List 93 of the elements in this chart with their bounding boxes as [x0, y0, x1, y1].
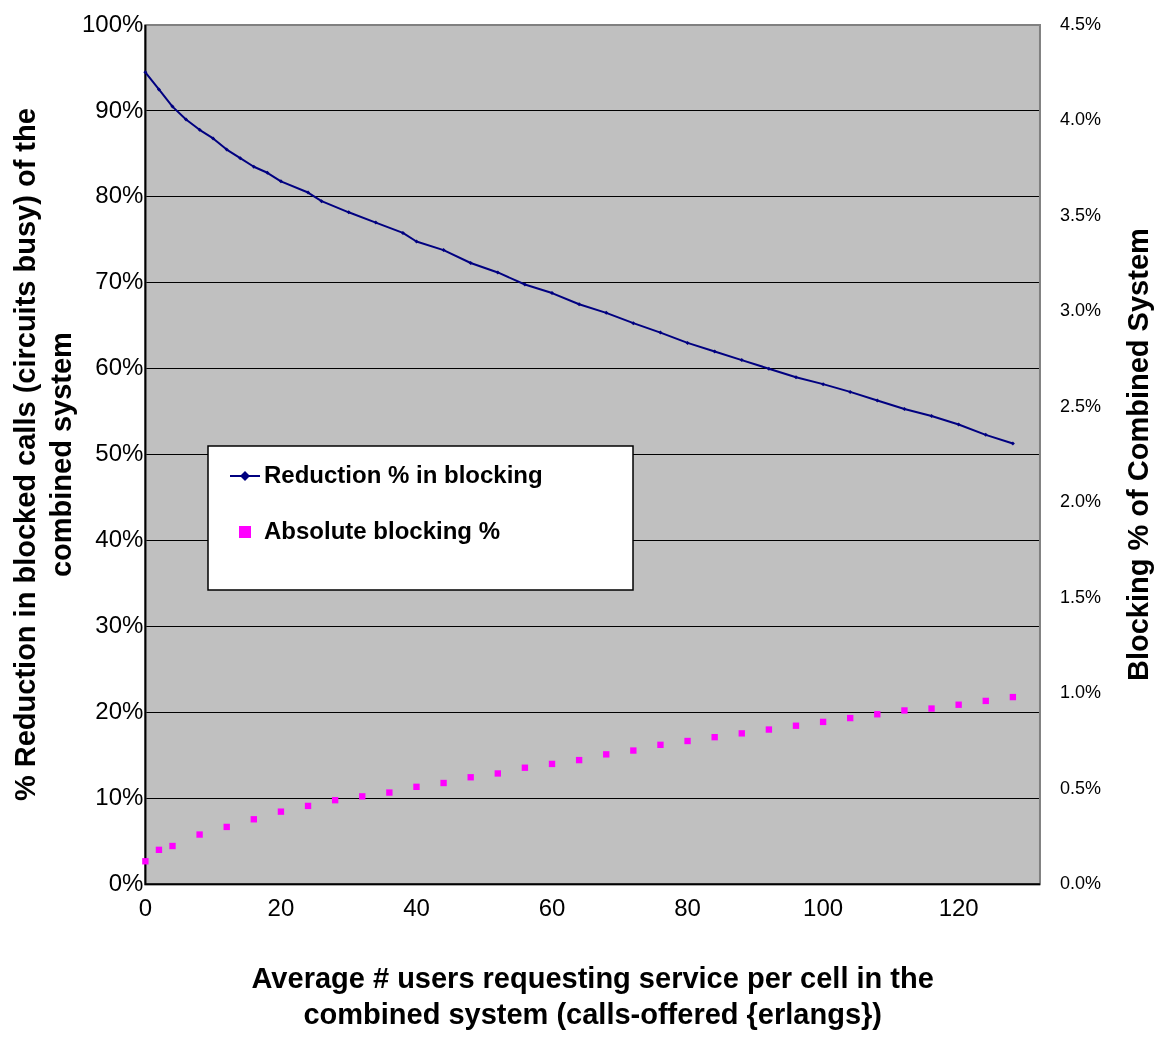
point: [603, 751, 610, 758]
point: [359, 793, 366, 800]
point: [929, 413, 934, 418]
y-tick-label: 40%: [95, 525, 144, 553]
point: [550, 291, 555, 296]
point: [413, 783, 420, 791]
point: [224, 147, 229, 152]
x-tick-label: 40: [403, 894, 430, 922]
point: [238, 156, 243, 161]
point: [414, 239, 419, 244]
point: [604, 310, 609, 315]
point: [184, 117, 189, 122]
y2-axis-title: Blocking % of Combined System: [1122, 228, 1154, 681]
x-axis-title: Average # users requesting service per cell in the combined system (calls-offered {erlangs}): [251, 962, 934, 1030]
point: [766, 366, 771, 371]
point: [522, 282, 527, 287]
point: [319, 199, 324, 204]
y2-tick-label: 4.5%: [1059, 13, 1101, 34]
x-tick-label: 20: [267, 894, 295, 922]
point: [306, 190, 311, 195]
point: [251, 164, 256, 169]
point: [712, 349, 717, 354]
y2-tick-label: 1.5%: [1059, 586, 1101, 607]
point: [685, 340, 690, 345]
point: [495, 270, 500, 275]
y2-tick-label: 4.0%: [1059, 109, 1101, 130]
point: [658, 330, 663, 335]
x-tick-label: 80: [674, 894, 701, 922]
x-tick-label: 60: [538, 894, 566, 922]
y-tick-label: 20%: [95, 696, 144, 724]
point: [765, 726, 773, 733]
y-tick-label: 60%: [95, 353, 144, 381]
y-tick-label: 0%: [108, 868, 144, 896]
point: [196, 831, 203, 838]
point: [577, 302, 582, 307]
point: [928, 705, 935, 712]
point: [875, 398, 880, 403]
point: [955, 701, 962, 708]
x-tick-label: 100: [803, 894, 844, 922]
point: [793, 375, 798, 380]
y-tick-label: 90%: [95, 95, 144, 123]
point: [400, 230, 405, 235]
x-tick-label: 120: [938, 894, 979, 922]
point: [874, 711, 881, 718]
legend-label: Reduction % in blocking: [264, 460, 543, 488]
point: [983, 432, 988, 437]
point: [1010, 441, 1015, 446]
y2-tick-label: 1.0%: [1059, 682, 1101, 703]
point: [143, 70, 148, 75]
point: [739, 358, 744, 363]
point: [170, 104, 175, 109]
y-tick-label: 10%: [95, 782, 144, 810]
point: [684, 737, 691, 745]
point: [468, 261, 473, 265]
point: [156, 87, 161, 92]
point: [440, 779, 447, 787]
point: [346, 210, 351, 215]
point: [901, 707, 908, 714]
point: [848, 389, 853, 394]
point: [657, 741, 664, 748]
point: [711, 734, 718, 741]
y-tick-label: 70%: [95, 267, 144, 295]
point: [738, 730, 745, 737]
y2-tick-label: 3.0%: [1059, 300, 1101, 321]
point: [169, 842, 176, 850]
point: [277, 808, 285, 815]
point: [956, 422, 961, 427]
y2-tick-label: 3.5%: [1059, 204, 1101, 225]
point: [211, 136, 216, 141]
point: [265, 170, 270, 175]
y-tick-label: 100%: [81, 9, 144, 37]
point: [902, 407, 907, 412]
legend-label: Absolute blocking %: [264, 516, 501, 544]
point: [304, 802, 312, 810]
y2-tick-label: 2.0%: [1059, 491, 1101, 512]
point: [197, 127, 202, 132]
point: [386, 789, 393, 796]
point: [441, 248, 446, 253]
y-axis-title: % Reduction in blocked calls (circuits busy) of the combined system: [9, 108, 77, 802]
y2-tick-label: 0.0%: [1059, 873, 1101, 894]
y-tick-label: 80%: [95, 181, 144, 209]
point: [494, 770, 501, 777]
y-tick-label: 30%: [95, 611, 144, 639]
x-tick-label: 0: [138, 894, 153, 922]
y2-tick-label: 2.5%: [1059, 395, 1101, 416]
y2-tick-label: 0.5%: [1059, 777, 1101, 798]
y-tick-label: 50%: [95, 439, 144, 467]
point: [278, 179, 283, 184]
point: [142, 858, 149, 865]
point: [821, 382, 826, 387]
point: [373, 220, 378, 225]
point: [630, 747, 637, 754]
point: [631, 321, 636, 326]
